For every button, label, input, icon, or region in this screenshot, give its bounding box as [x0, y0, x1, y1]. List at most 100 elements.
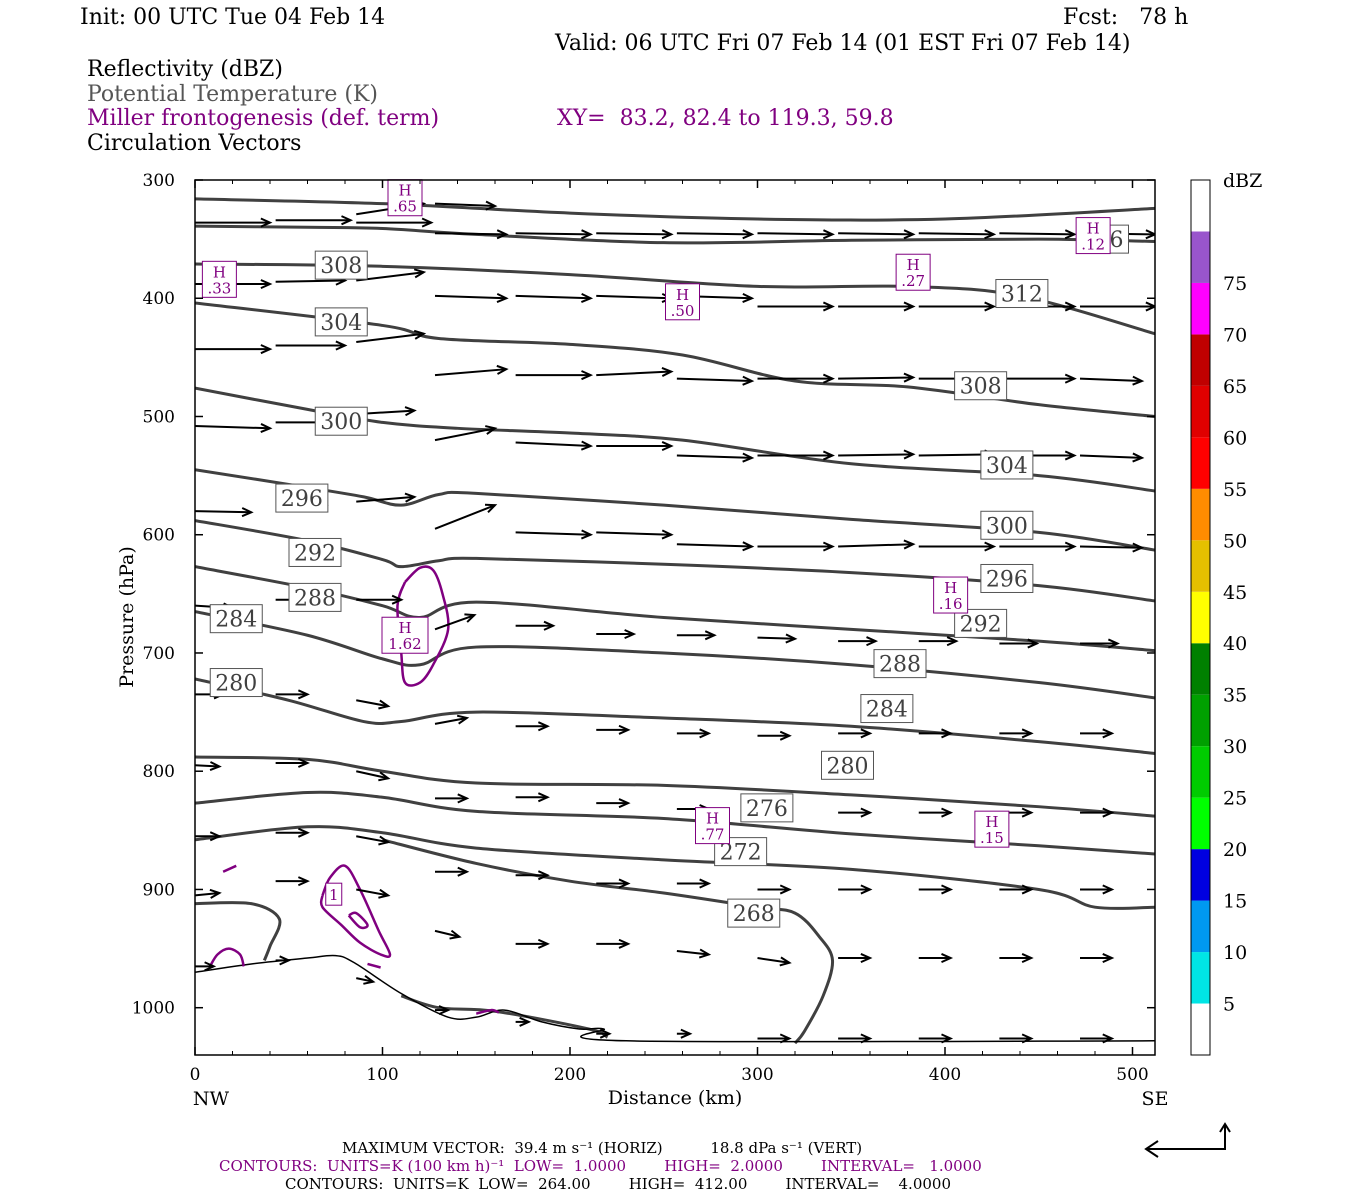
colorbar-level-label: 70 — [1223, 324, 1247, 346]
vector-shaft — [676, 949, 709, 956]
theta-label: 296 — [275, 483, 329, 513]
theta-label-text: 268 — [733, 902, 775, 927]
vector-head — [1132, 375, 1145, 386]
theta-contour-288 — [195, 610, 1155, 700]
theta-label-text: 312 — [1001, 283, 1043, 308]
vector-head — [903, 539, 916, 550]
miller-contour-label: 1 — [325, 882, 343, 906]
x-tick-label: 100 — [366, 1065, 398, 1085]
miller-max-letter: H — [944, 579, 957, 597]
vector-shaft — [757, 232, 833, 236]
vector-head — [941, 884, 954, 895]
vector-head — [297, 876, 310, 887]
theta-contour-292 — [195, 565, 1155, 653]
vector-scale-arrow-icon — [1144, 1122, 1231, 1158]
circulation-vector — [596, 878, 631, 889]
miller-contour — [347, 911, 369, 930]
vector-head — [599, 1028, 612, 1039]
vector-head — [941, 807, 954, 818]
vector-head — [699, 878, 712, 889]
theta-contour-300 — [195, 468, 1155, 552]
vector-head — [413, 329, 427, 340]
vector-head — [457, 793, 470, 804]
vector-head — [260, 279, 273, 290]
y-tick-label: 300 — [143, 171, 175, 191]
miller-max-label: H.50 — [665, 283, 700, 321]
vector-head — [496, 292, 509, 303]
theta-label-text: 288 — [294, 586, 336, 611]
circulation-vector — [515, 529, 594, 540]
circulation-vector — [515, 721, 550, 732]
vector-head — [485, 425, 498, 435]
init-time: Init: 00 UTC Tue 04 Feb 14 — [80, 5, 386, 30]
circulation-vector — [434, 425, 498, 442]
vector-head — [860, 728, 873, 739]
vector-head — [903, 301, 916, 312]
miller-max-label: H.33 — [201, 260, 237, 298]
circulation-vector — [275, 955, 292, 966]
theta-label: 300 — [980, 510, 1034, 540]
vector-head — [1102, 728, 1115, 739]
theta-label-box — [954, 371, 1008, 401]
circulation-vector — [676, 1028, 693, 1039]
circulation-vector — [838, 807, 873, 818]
footer-max-vector: MAXIMUM VECTOR: 39.4 m s⁻¹ (HORIZ) 18.8 … — [342, 1139, 863, 1157]
circulation-vector — [757, 633, 798, 644]
miller-max-box — [665, 283, 700, 321]
vector-head — [378, 771, 391, 782]
vector-head — [699, 728, 712, 739]
vector-head — [1102, 1033, 1115, 1044]
circulation-vector — [918, 229, 997, 240]
colorbar-swatch — [1191, 282, 1210, 335]
vector-head — [822, 373, 835, 384]
vector-head — [680, 1028, 693, 1039]
theta-contour-324 — [195, 197, 1155, 222]
circulation-vector — [757, 301, 835, 312]
miller-max-box — [1075, 217, 1111, 255]
theta-label: 276 — [740, 793, 794, 823]
vector-head — [903, 229, 916, 240]
theta-label-text: 304 — [986, 454, 1028, 479]
vector-head — [404, 406, 417, 417]
vector-head — [618, 798, 631, 809]
legend-theta: Potential Temperature (K) — [87, 82, 378, 107]
theta-label-box — [314, 406, 368, 436]
vector-shaft — [434, 504, 496, 530]
theta-label-box — [288, 537, 342, 567]
theta-label-text: 296 — [986, 567, 1028, 592]
circulation-vector — [838, 1033, 873, 1044]
circulation-vector — [596, 441, 674, 452]
colorbar-level-label: 40 — [1223, 633, 1247, 655]
colorbar-swatch — [1191, 643, 1210, 695]
theta-label-text: 276 — [746, 797, 788, 822]
miller-max-value: .33 — [207, 279, 231, 297]
miller-contour — [319, 864, 392, 958]
circulation-vector — [676, 452, 755, 463]
vector-head — [661, 229, 674, 240]
circulation-vector — [435, 793, 470, 804]
vector-head — [537, 721, 550, 732]
x-tick-label: 500 — [1116, 1065, 1148, 1085]
circulation-vector — [757, 450, 835, 461]
miller-max-value: 1.62 — [388, 635, 421, 653]
miller-max-box — [974, 810, 1010, 848]
x-end-label-nw: NW — [193, 1088, 230, 1110]
vector-shaft — [356, 835, 389, 844]
vector-shaft — [434, 232, 507, 236]
circulation-vector — [434, 613, 477, 631]
theta-label-text: 308 — [320, 254, 362, 279]
circulation-vector — [275, 215, 354, 226]
miller-max-value: .12 — [1081, 236, 1105, 254]
theta-label-box — [740, 793, 794, 823]
circulation-vector — [515, 792, 550, 803]
colorbar-swatch — [1191, 849, 1210, 901]
vector-head — [537, 792, 550, 803]
vector-shaft — [515, 294, 591, 300]
theta-label-text: 296 — [281, 487, 323, 512]
vector-head — [438, 1005, 451, 1016]
theta-label-box — [209, 604, 263, 634]
circulation-vector — [434, 200, 498, 211]
colorbar-level-label: 30 — [1223, 736, 1247, 758]
miller-max-box — [933, 576, 969, 614]
miller-max-letter: H — [398, 619, 411, 637]
